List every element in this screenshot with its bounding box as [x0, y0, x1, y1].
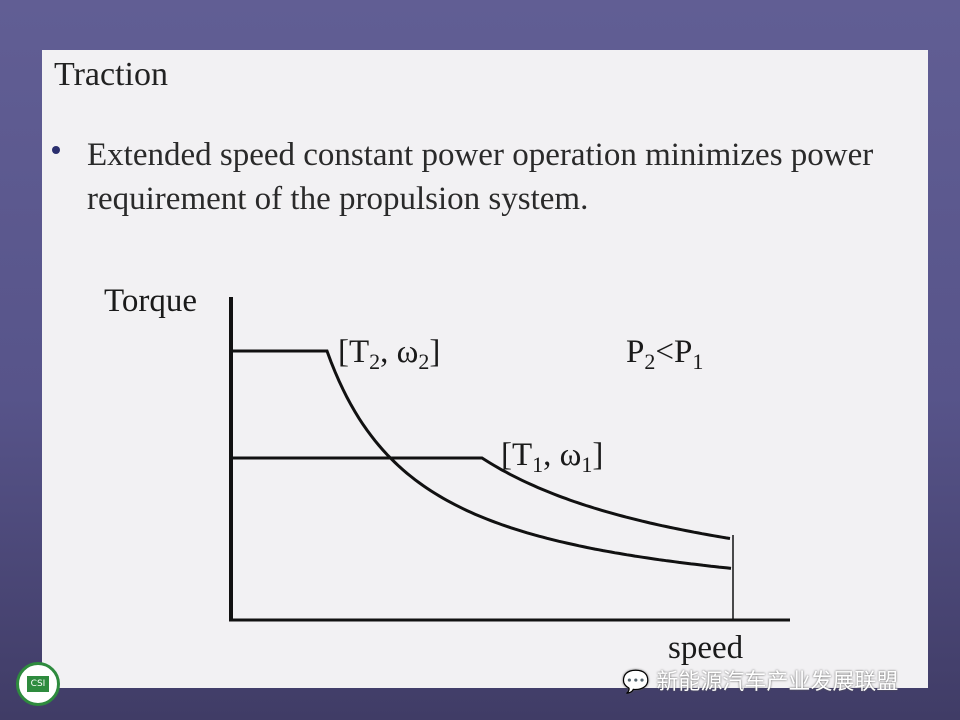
point2-label: [T2, ω2] [338, 334, 440, 374]
curve-p2 [231, 349, 732, 570]
slide-panel [42, 50, 928, 688]
curve-p1 [231, 456, 731, 540]
x-axis-label: speed [668, 630, 744, 666]
y-axis-label: Torque [104, 283, 197, 319]
organization-logo: CSI [16, 662, 60, 706]
point1-label: [T1, ω1] [501, 437, 603, 477]
watermark: 💬 新能源汽车产业发展联盟 [622, 670, 899, 695]
wechat-icon: 💬 [622, 670, 650, 695]
power-relation: P2<P1 [626, 334, 703, 374]
bullet-icon [52, 146, 60, 154]
bullet-text: Extended speed constant power operation … [87, 137, 874, 217]
slide-title: Traction [54, 56, 168, 93]
